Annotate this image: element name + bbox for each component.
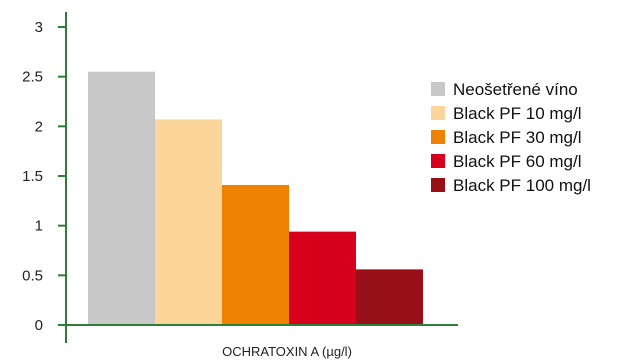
y-tick-label-2: 1 xyxy=(35,218,43,235)
y-tick-label-4: 2 xyxy=(35,118,43,135)
axes-group xyxy=(65,12,458,343)
legend-label-4: Black PF 60 mg/l xyxy=(453,152,582,171)
bar-4 xyxy=(289,231,356,325)
legend-label-3: Black PF 30 mg/l xyxy=(453,128,582,147)
y-tick-label-0: 0 xyxy=(35,317,43,334)
legend-swatch-3 xyxy=(431,130,445,144)
y-tick-label-1: 0.5 xyxy=(22,267,43,284)
legend-swatch-1 xyxy=(431,82,445,96)
y-tick-label-6: 3 xyxy=(35,19,43,36)
bars-group xyxy=(88,71,423,325)
bar-3 xyxy=(222,184,289,325)
legend: Neošetřené víno Black PF 10 mg/l Black PF … xyxy=(431,80,591,195)
bar-1 xyxy=(88,71,155,325)
legend-swatch-5 xyxy=(431,178,445,192)
legend-label-1: Neošetřené víno xyxy=(453,80,578,99)
y-ticks-group: 0 0.5 1 1.5 2 2.5 3 xyxy=(22,19,66,334)
x-axis-label: OCHRATOXIN A (µg/l) xyxy=(222,344,352,359)
legend-swatch-4 xyxy=(431,154,445,168)
y-tick-label-3: 1.5 xyxy=(22,168,43,185)
y-tick-label-5: 2.5 xyxy=(22,69,43,86)
bar-2 xyxy=(155,119,222,325)
legend-label-5: Black PF 100 mg/l xyxy=(453,176,591,195)
bar-5 xyxy=(356,269,423,325)
legend-swatch-2 xyxy=(431,106,445,120)
legend-label-2: Black PF 10 mg/l xyxy=(453,104,582,123)
